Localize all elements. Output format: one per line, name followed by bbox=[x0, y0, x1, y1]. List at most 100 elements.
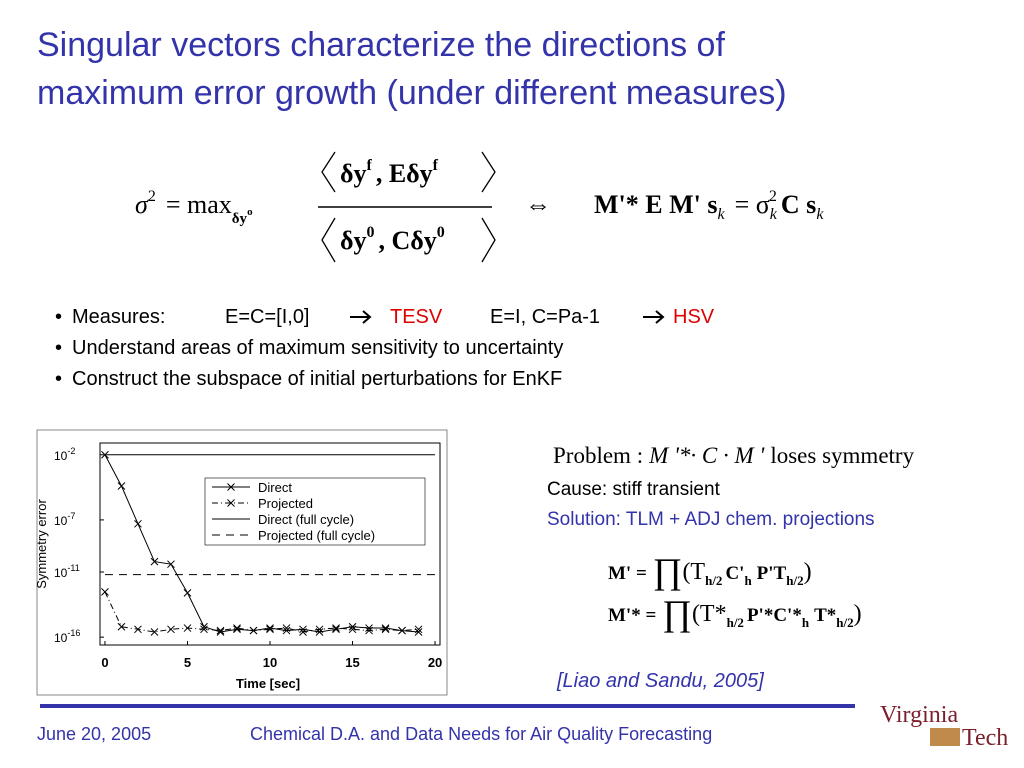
formula-token: ) bbox=[854, 601, 862, 627]
legend-label: Direct bbox=[258, 480, 292, 495]
series-line bbox=[104, 591, 419, 633]
y-tick-exponent: -16 bbox=[67, 628, 80, 638]
data-point bbox=[266, 624, 274, 632]
eq-token: , C bbox=[379, 226, 411, 255]
data-point bbox=[414, 625, 423, 634]
logo-word: Tech bbox=[962, 725, 1008, 751]
formula-token: M'* = bbox=[608, 605, 656, 626]
formula-token: (T* bbox=[692, 601, 727, 627]
eq-token: , E bbox=[376, 159, 406, 188]
data-point bbox=[117, 482, 126, 490]
data-point bbox=[381, 624, 390, 632]
data-point bbox=[332, 624, 340, 632]
arrow bbox=[350, 310, 372, 324]
logo-block bbox=[930, 728, 960, 746]
y-tick-exponent: -11 bbox=[67, 563, 79, 573]
y-tick-base: 10 bbox=[54, 631, 68, 645]
equivalence: ⇔ bbox=[525, 190, 551, 219]
eq-token: = σ bbox=[735, 190, 770, 219]
eq-token: δy bbox=[232, 211, 248, 227]
eq-token: k bbox=[770, 206, 778, 223]
formula-token: h/2 bbox=[836, 615, 853, 630]
data-point bbox=[398, 626, 406, 635]
formula-token: h bbox=[802, 615, 810, 630]
formula-token: h/2 bbox=[705, 573, 722, 588]
data-point bbox=[348, 625, 357, 634]
citation: [Liao and Sandu, 2005] bbox=[556, 670, 764, 692]
y-axis-label: Symmetry error bbox=[34, 499, 49, 589]
data-point bbox=[167, 560, 175, 569]
eq-token: f bbox=[367, 157, 373, 174]
formula-token: C' bbox=[725, 563, 744, 584]
eq-token: 2 bbox=[769, 188, 777, 205]
eq-token: σ bbox=[135, 190, 149, 219]
bullet-label: Measures: bbox=[72, 306, 165, 328]
eq-token: k bbox=[816, 206, 824, 223]
denominator: δy0, Cδy0 bbox=[340, 224, 445, 255]
data-point bbox=[282, 624, 291, 632]
eq-token: 0 bbox=[437, 224, 445, 241]
data-point bbox=[134, 625, 142, 634]
y-tick-label: 10-11 bbox=[54, 563, 80, 580]
bullet-dot: • bbox=[55, 368, 62, 390]
data-point bbox=[282, 626, 291, 635]
measure-def: E=C=[I,0] bbox=[225, 306, 310, 328]
data-point bbox=[381, 625, 390, 634]
data-point bbox=[134, 519, 142, 528]
eq-token: 2 bbox=[148, 188, 156, 205]
formula-token: (T bbox=[682, 559, 705, 585]
solution: Solution: TLM + ADJ chem. projections bbox=[547, 509, 875, 530]
eq-token: δy bbox=[340, 159, 367, 188]
angle-brackets bbox=[321, 217, 496, 263]
data-point bbox=[167, 625, 175, 634]
data-point bbox=[365, 626, 373, 635]
y-tick-exponent: -7 bbox=[67, 511, 75, 521]
legend-label: Direct (full cycle) bbox=[258, 512, 354, 527]
x-axis-label: Time [sec] bbox=[236, 676, 300, 691]
data-point bbox=[101, 588, 109, 596]
data-point bbox=[200, 625, 208, 634]
formula-token: T* bbox=[814, 605, 836, 626]
logo-word: Virginia bbox=[880, 702, 958, 728]
problem: Problem :M '*· C · M ' loses symmetry bbox=[553, 443, 915, 468]
formula-token: P'*C'* bbox=[747, 605, 802, 626]
formula: M' = ∏(Th/2 C'h P'Th/2) bbox=[608, 551, 812, 591]
title: Singular vectors characterize the direct… bbox=[37, 26, 787, 112]
x-tick-label: 0 bbox=[101, 655, 108, 670]
angle-brackets bbox=[321, 151, 496, 193]
bullet-text: Understand areas of maximum sensitivity … bbox=[72, 337, 563, 359]
eq-token: δy bbox=[410, 226, 437, 255]
chart-border bbox=[36, 429, 448, 696]
formula-token: h bbox=[744, 573, 752, 588]
formula: M'* = ∏(T*h/2 P'*C'*h T*h/2) bbox=[608, 593, 862, 633]
footer-date: June 20, 2005 bbox=[37, 724, 151, 744]
problem-token: Problem : bbox=[553, 443, 643, 468]
data-point bbox=[266, 625, 274, 634]
problem-token: M '*· C · M ' bbox=[648, 443, 765, 468]
data-point bbox=[249, 626, 258, 635]
equation-lhs: σ2 = maxδyo bbox=[135, 188, 253, 227]
formula-token: ∏ bbox=[653, 551, 683, 591]
data-point bbox=[150, 557, 159, 566]
footer-talk: Chemical D.A. and Data Needs for Air Qua… bbox=[250, 724, 712, 744]
x-tick-label: 5 bbox=[184, 655, 191, 670]
eq-token: δy bbox=[340, 226, 367, 255]
measure-def: E=I, C=Pa-1 bbox=[490, 306, 600, 328]
data-point bbox=[315, 625, 324, 634]
legend-marker bbox=[227, 499, 235, 507]
bullet-text: Construct the subspace of initial pertur… bbox=[72, 368, 562, 390]
y-tick-base: 10 bbox=[54, 514, 68, 528]
problem-token: loses symmetry bbox=[770, 443, 914, 468]
x-tick-label: 20 bbox=[428, 655, 442, 670]
title-line: maximum error growth (under different me… bbox=[37, 74, 787, 112]
y-tick-label: 10-2 bbox=[54, 446, 75, 463]
bullet-dot: • bbox=[55, 337, 62, 359]
formula-token: h/2 bbox=[786, 573, 803, 588]
data-point bbox=[101, 450, 109, 459]
y-tick-base: 10 bbox=[54, 449, 68, 463]
data-point bbox=[183, 624, 192, 632]
eq-token: C s bbox=[781, 190, 816, 219]
eq-token: o bbox=[247, 206, 253, 218]
